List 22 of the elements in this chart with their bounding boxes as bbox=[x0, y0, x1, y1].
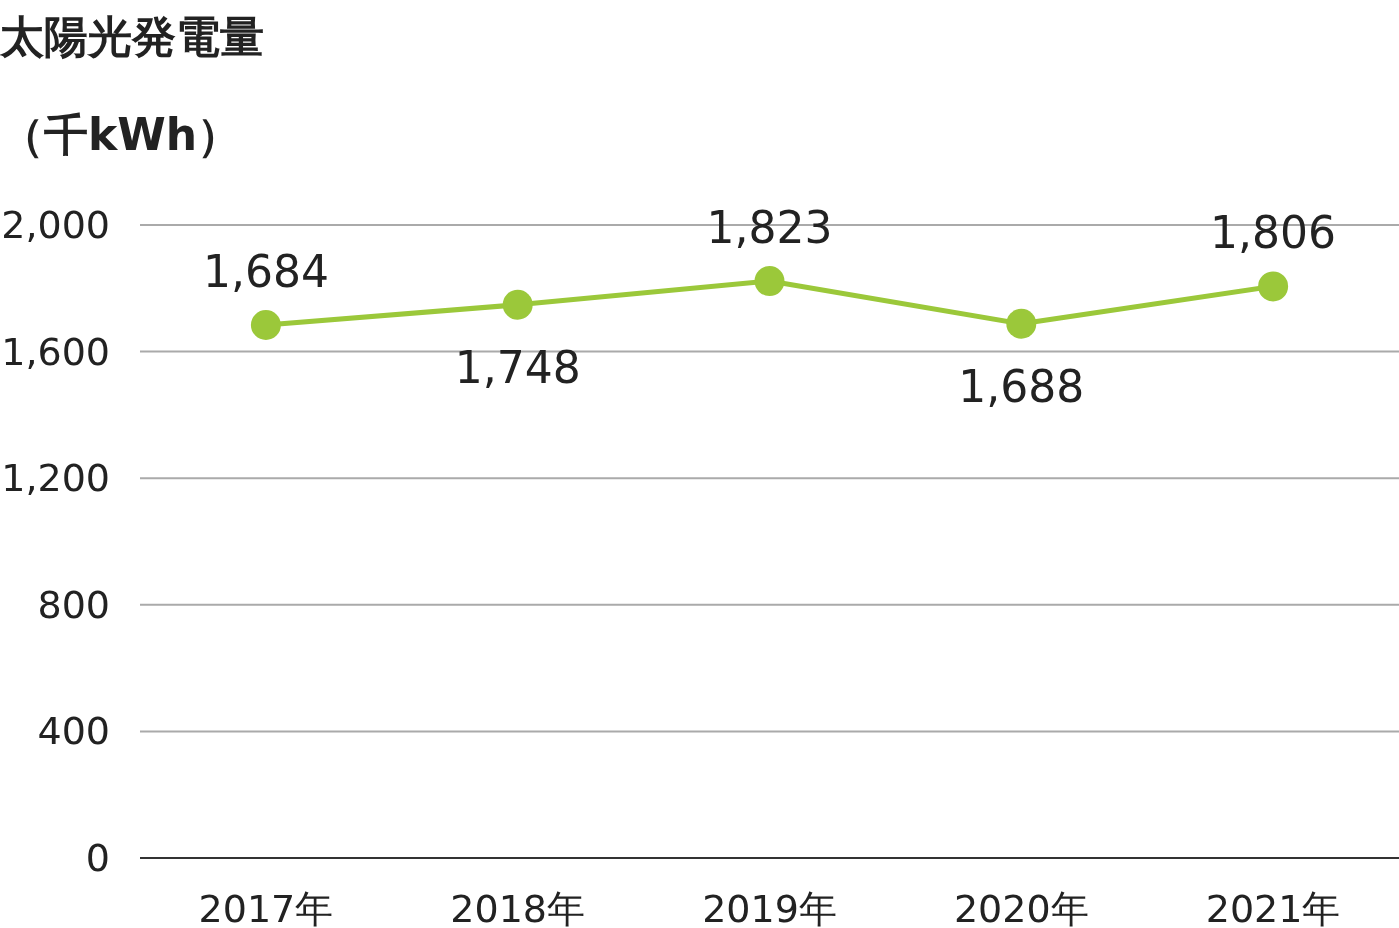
x-tick-label: 2020年 bbox=[953, 887, 1089, 928]
y-axis-title: （千kWh） bbox=[0, 109, 242, 160]
data-label: 1,688 bbox=[958, 360, 1085, 412]
x-tick-label: 2018年 bbox=[450, 887, 586, 928]
y-tick-label: 1,600 bbox=[1, 329, 110, 374]
x-tick-label: 2017年 bbox=[198, 887, 334, 928]
y-tick-label: 400 bbox=[37, 709, 110, 754]
data-label: 1,823 bbox=[706, 202, 833, 254]
point bbox=[502, 289, 533, 320]
y-tick-label: 1,200 bbox=[1, 456, 110, 501]
data-label: 1,684 bbox=[202, 246, 329, 298]
point bbox=[1006, 308, 1037, 339]
point bbox=[250, 310, 281, 341]
point bbox=[1258, 271, 1289, 302]
data-label: 1,806 bbox=[1210, 207, 1337, 259]
x-tick-label: 2019年 bbox=[702, 887, 837, 928]
y-tick-label: 0 bbox=[85, 836, 110, 880]
data-label: 1,748 bbox=[454, 341, 581, 393]
point bbox=[754, 266, 785, 297]
y-tick-label: 2,000 bbox=[1, 203, 110, 247]
y-tick-label: 800 bbox=[37, 582, 110, 627]
x-tick-label: 2021年 bbox=[1205, 887, 1341, 928]
